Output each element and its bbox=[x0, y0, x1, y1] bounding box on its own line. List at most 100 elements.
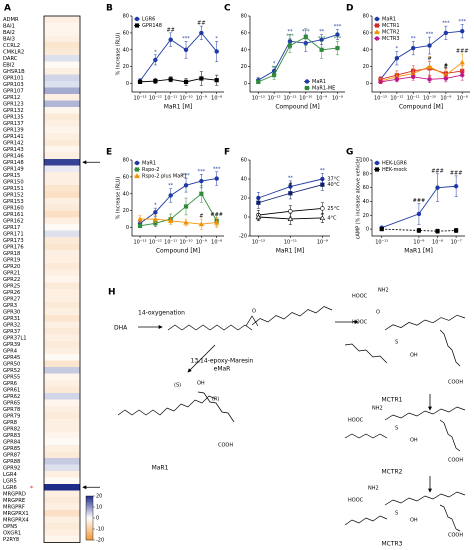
row-label: GPR103 bbox=[3, 82, 24, 88]
heatmap-cell bbox=[44, 198, 80, 205]
heatmap-cell bbox=[44, 484, 80, 491]
series-line bbox=[258, 36, 338, 83]
colorbar-step bbox=[86, 537, 93, 539]
marker bbox=[443, 76, 449, 81]
legend-label: HEK-LGR6 bbox=[382, 161, 407, 167]
heatmap-cell bbox=[44, 55, 80, 62]
significance-label: # bbox=[288, 182, 292, 188]
y-tick-label: 20 bbox=[241, 196, 247, 202]
marker bbox=[287, 216, 294, 221]
row-label: GPR137 bbox=[3, 121, 24, 127]
heatmap-cell bbox=[44, 295, 80, 302]
heatmap-cell bbox=[44, 152, 80, 159]
heatmap-cell bbox=[44, 204, 80, 211]
x-tick-label: 10⁻¹² bbox=[268, 96, 281, 102]
significance-label: ### bbox=[431, 168, 444, 174]
marker bbox=[199, 178, 204, 184]
heatmap-cell bbox=[44, 529, 80, 536]
row-label: GPR150 bbox=[3, 179, 24, 185]
heatmap-cell bbox=[44, 185, 80, 192]
chart-panel: C 0 20 40 60 80 10⁻¹³ 10⁻¹² 10⁻¹¹ 10⁻¹⁰ 10⁻⁹ 10⁻⁸ Co… bbox=[224, 4, 345, 111]
y-tick-label: 60 bbox=[363, 185, 369, 191]
legend-label: LGR6 bbox=[142, 17, 155, 23]
heatmap-cell bbox=[44, 94, 80, 101]
x-tick-label: 10⁻¹² bbox=[390, 96, 403, 102]
row-label: BAI1 bbox=[3, 23, 15, 29]
product-label: MCTR2 bbox=[381, 469, 402, 476]
legend-marker bbox=[134, 167, 140, 172]
row-label: MRGPRE bbox=[3, 498, 25, 504]
legend-label: Rspo-2 plus MaR1 bbox=[142, 174, 187, 180]
step-label: 14-oxygenation bbox=[138, 310, 185, 317]
significance-label: # bbox=[444, 65, 448, 71]
legend-label: MaR1 bbox=[382, 17, 396, 23]
heatmap-cell bbox=[44, 165, 80, 172]
heatmap-cell bbox=[44, 29, 80, 36]
y-tick-label: 20 bbox=[123, 208, 129, 214]
heatmap-cell bbox=[44, 497, 80, 504]
atom-label: S bbox=[395, 426, 398, 432]
atom-label: O bbox=[376, 310, 380, 316]
marker bbox=[443, 30, 449, 36]
significance-label: * bbox=[273, 61, 276, 67]
atom-label: NH2 bbox=[372, 406, 383, 412]
row-label: ADMR bbox=[3, 17, 19, 23]
heatmap-cell bbox=[44, 536, 80, 543]
significance-label: *** bbox=[442, 21, 450, 27]
marker bbox=[152, 216, 159, 222]
marker bbox=[411, 45, 416, 51]
heatmap-cell bbox=[44, 490, 80, 497]
y-tick-label: 40 bbox=[363, 199, 369, 205]
marker bbox=[426, 63, 433, 69]
marker bbox=[454, 228, 459, 233]
substrate-label: DHA bbox=[114, 325, 128, 332]
marker bbox=[214, 78, 219, 83]
row-label: LGR5 bbox=[3, 478, 17, 484]
marker bbox=[183, 204, 189, 209]
row-label: DARC bbox=[3, 56, 18, 62]
significance-label: ** bbox=[411, 36, 417, 42]
y-tick-label: 80 bbox=[123, 14, 129, 20]
marker bbox=[460, 29, 465, 34]
heatmap-cell bbox=[44, 328, 80, 335]
heatmap-cell bbox=[44, 393, 80, 400]
significance-label: * bbox=[154, 49, 157, 55]
significance-label: ### bbox=[450, 170, 463, 176]
atom-label: (R) bbox=[212, 397, 219, 403]
significance-label: ** bbox=[272, 65, 278, 71]
structure-bond bbox=[344, 515, 388, 526]
heatmap-cell bbox=[44, 230, 80, 237]
legend-marker bbox=[134, 16, 140, 22]
x-tick-label: 10⁻¹³ bbox=[252, 240, 265, 246]
heatmap-cell bbox=[44, 341, 80, 348]
significance-label: ## bbox=[166, 27, 174, 33]
series-line bbox=[139, 32, 218, 82]
heatmap-cell bbox=[44, 289, 80, 296]
significance-label: * bbox=[215, 36, 218, 42]
heatmap-cell bbox=[44, 412, 80, 419]
y-tick-label: 0 bbox=[244, 215, 247, 221]
marker bbox=[153, 210, 158, 215]
row-label: GPR162 bbox=[3, 218, 24, 224]
legend-marker bbox=[374, 29, 380, 35]
marker bbox=[394, 56, 400, 61]
structure-bond bbox=[197, 391, 235, 423]
atom-label: HOOC bbox=[348, 418, 364, 424]
x-tick-label: 10⁻¹³ bbox=[252, 96, 265, 102]
row-label: GPR3 bbox=[3, 303, 17, 309]
series-line bbox=[380, 30, 463, 80]
row-label: GPR153 bbox=[3, 199, 24, 205]
atom-label: OH bbox=[410, 518, 418, 524]
x-axis-label: Compound [M] bbox=[399, 104, 443, 111]
y-tick-label: 0 bbox=[126, 81, 129, 87]
y-axis-label: cAMP (% increase above vehicle) bbox=[356, 157, 362, 240]
y-tick-label: 60 bbox=[241, 158, 247, 164]
heatmap-cell bbox=[44, 282, 80, 289]
row-label: GPR37 bbox=[3, 329, 20, 335]
series-line bbox=[139, 193, 218, 227]
heatmap-cell bbox=[44, 308, 80, 315]
intermediate-label: 13,14-epoxy-Maresin bbox=[191, 358, 254, 365]
colorbar-step bbox=[86, 498, 93, 501]
legend-label: MaR1 bbox=[142, 161, 156, 167]
